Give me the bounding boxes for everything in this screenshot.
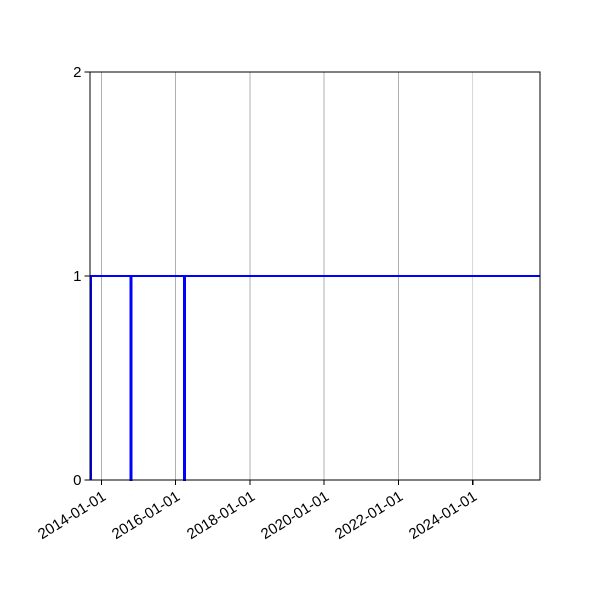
svg-text:2018-01-01: 2018-01-01 (184, 488, 258, 543)
svg-text:2: 2 (73, 64, 81, 81)
svg-text:2014-01-01: 2014-01-01 (35, 488, 109, 543)
svg-text:2022-01-01: 2022-01-01 (332, 488, 406, 543)
svg-text:1: 1 (73, 268, 81, 285)
svg-text:2020-01-01: 2020-01-01 (258, 488, 332, 543)
svg-text:2024-01-01: 2024-01-01 (406, 488, 480, 543)
svg-text:2016-01-01: 2016-01-01 (109, 488, 183, 543)
svg-text:0: 0 (73, 472, 81, 489)
